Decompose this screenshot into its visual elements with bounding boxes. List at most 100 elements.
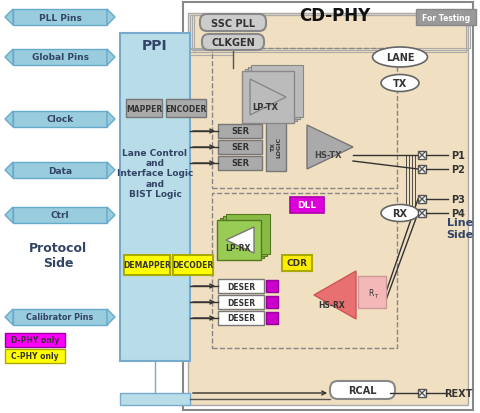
- FancyBboxPatch shape: [13, 207, 107, 223]
- FancyBboxPatch shape: [13, 309, 107, 325]
- Text: HS-RX: HS-RX: [319, 301, 346, 310]
- FancyBboxPatch shape: [266, 312, 278, 324]
- Text: SER: SER: [231, 143, 249, 152]
- FancyBboxPatch shape: [266, 122, 286, 171]
- Text: Calibrator Pins: Calibrator Pins: [26, 313, 94, 322]
- FancyBboxPatch shape: [248, 68, 300, 120]
- Polygon shape: [5, 163, 13, 178]
- FancyBboxPatch shape: [418, 209, 426, 218]
- Text: LANE: LANE: [386, 53, 414, 63]
- FancyBboxPatch shape: [242, 72, 294, 124]
- Text: SSC PLL: SSC PLL: [211, 19, 255, 29]
- Polygon shape: [107, 309, 115, 325]
- Text: DESER: DESER: [227, 298, 255, 307]
- Text: Protocol
Side: Protocol Side: [29, 242, 87, 269]
- FancyBboxPatch shape: [418, 152, 426, 159]
- FancyBboxPatch shape: [218, 279, 264, 293]
- FancyBboxPatch shape: [120, 34, 190, 361]
- FancyBboxPatch shape: [282, 255, 312, 271]
- Text: PLL Pins: PLL Pins: [38, 14, 82, 22]
- Text: PPI: PPI: [142, 39, 168, 53]
- Text: HS-TX: HS-TX: [314, 151, 342, 160]
- Polygon shape: [107, 163, 115, 178]
- Text: TX
LOGIC: TX LOGIC: [271, 136, 281, 157]
- Text: ENCODER: ENCODER: [165, 104, 207, 113]
- Polygon shape: [5, 309, 13, 325]
- FancyBboxPatch shape: [166, 100, 206, 118]
- Text: Lane Control
and
Interface Logic
and
BIST Logic: Lane Control and Interface Logic and BIS…: [117, 148, 193, 199]
- Text: CLKGEN: CLKGEN: [211, 38, 255, 48]
- Polygon shape: [314, 271, 356, 319]
- Text: SER: SER: [231, 127, 249, 136]
- FancyBboxPatch shape: [218, 311, 264, 325]
- FancyBboxPatch shape: [217, 221, 261, 260]
- FancyBboxPatch shape: [202, 35, 264, 51]
- Polygon shape: [107, 10, 115, 26]
- Text: DLL: DLL: [298, 201, 316, 210]
- Text: D-PHY only: D-PHY only: [11, 336, 59, 345]
- Text: C-PHY only: C-PHY only: [11, 351, 59, 361]
- FancyBboxPatch shape: [218, 295, 264, 309]
- FancyBboxPatch shape: [418, 389, 426, 397]
- FancyBboxPatch shape: [183, 3, 473, 410]
- FancyBboxPatch shape: [13, 163, 107, 178]
- Ellipse shape: [381, 75, 419, 92]
- Text: RCAL: RCAL: [348, 385, 376, 395]
- Text: T: T: [374, 293, 377, 298]
- FancyBboxPatch shape: [251, 66, 303, 118]
- Text: Ctrl: Ctrl: [51, 211, 69, 220]
- Text: DECODER: DECODER: [172, 261, 214, 270]
- FancyBboxPatch shape: [223, 216, 267, 256]
- Text: CDR: CDR: [287, 259, 308, 268]
- FancyBboxPatch shape: [13, 112, 107, 128]
- Text: MAPPER: MAPPER: [126, 104, 162, 113]
- FancyBboxPatch shape: [173, 255, 213, 275]
- Text: DEMAPPER: DEMAPPER: [123, 261, 171, 270]
- Text: P4: P4: [451, 209, 465, 218]
- FancyBboxPatch shape: [188, 14, 468, 405]
- FancyBboxPatch shape: [418, 166, 426, 173]
- FancyBboxPatch shape: [5, 333, 65, 347]
- Text: TX: TX: [393, 79, 407, 89]
- Text: For Testing: For Testing: [422, 14, 470, 22]
- FancyBboxPatch shape: [416, 10, 476, 26]
- FancyBboxPatch shape: [120, 393, 190, 405]
- Text: LP-RX: LP-RX: [225, 244, 251, 253]
- FancyBboxPatch shape: [13, 50, 107, 66]
- FancyBboxPatch shape: [124, 255, 170, 275]
- Text: Global Pins: Global Pins: [32, 53, 88, 62]
- FancyBboxPatch shape: [266, 280, 278, 292]
- Text: Data: Data: [48, 166, 72, 175]
- Polygon shape: [107, 50, 115, 66]
- Text: R: R: [368, 288, 373, 297]
- Text: P1: P1: [451, 151, 465, 161]
- FancyBboxPatch shape: [245, 70, 297, 122]
- FancyBboxPatch shape: [5, 349, 65, 363]
- Text: P2: P2: [451, 165, 465, 175]
- Text: P3: P3: [451, 195, 465, 204]
- Text: CD-PHY: CD-PHY: [300, 7, 371, 25]
- Polygon shape: [5, 207, 13, 223]
- FancyBboxPatch shape: [418, 195, 426, 204]
- FancyBboxPatch shape: [330, 381, 395, 399]
- Ellipse shape: [372, 48, 428, 68]
- Polygon shape: [5, 112, 13, 128]
- FancyBboxPatch shape: [218, 141, 262, 154]
- Text: Line
Side: Line Side: [446, 218, 474, 239]
- Ellipse shape: [381, 205, 419, 222]
- Text: LP-TX: LP-TX: [252, 102, 278, 111]
- FancyBboxPatch shape: [220, 218, 264, 259]
- FancyBboxPatch shape: [126, 100, 162, 118]
- Polygon shape: [250, 80, 286, 116]
- Text: Clock: Clock: [47, 115, 73, 124]
- FancyBboxPatch shape: [200, 15, 266, 32]
- FancyBboxPatch shape: [13, 10, 107, 26]
- FancyBboxPatch shape: [218, 125, 262, 139]
- FancyBboxPatch shape: [266, 296, 278, 308]
- FancyBboxPatch shape: [218, 157, 262, 171]
- Polygon shape: [107, 112, 115, 128]
- Text: SER: SER: [231, 159, 249, 168]
- Polygon shape: [226, 228, 254, 254]
- Text: DESER: DESER: [227, 282, 255, 291]
- Text: RX: RX: [393, 209, 408, 218]
